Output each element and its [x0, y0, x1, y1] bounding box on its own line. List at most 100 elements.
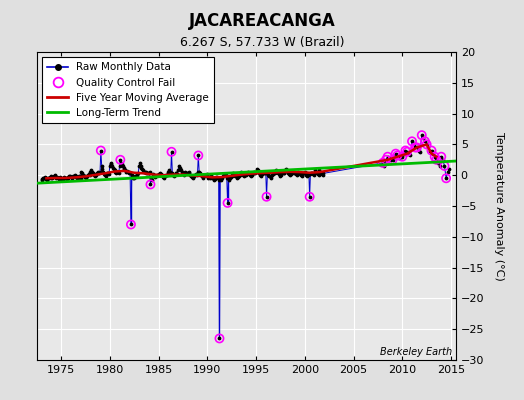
Point [90, 172, 99, 178]
Point [141, 170, 150, 176]
Point [146, 181, 155, 188]
Point [43, 176, 51, 183]
Point [102, 171, 111, 177]
Point [64, 174, 72, 180]
Point [57, 175, 66, 182]
Point [137, 165, 146, 171]
Point [232, 172, 240, 178]
Point [256, 171, 264, 178]
Point [227, 174, 235, 180]
Point [223, 200, 232, 206]
Point [194, 152, 202, 159]
Point [243, 170, 251, 176]
Point [310, 171, 318, 178]
Point [418, 132, 426, 138]
Point [191, 171, 199, 178]
Point [263, 194, 271, 200]
Point [71, 172, 79, 178]
Point [96, 168, 104, 175]
Point [393, 152, 401, 159]
Point [444, 169, 452, 175]
Point [49, 174, 57, 180]
Point [403, 148, 411, 155]
Point [432, 156, 441, 163]
Point [187, 173, 195, 180]
Point [274, 170, 282, 176]
Point [199, 174, 208, 181]
Point [110, 166, 118, 172]
Point [179, 170, 187, 176]
Point [105, 171, 113, 177]
Point [380, 163, 389, 169]
Point [185, 170, 194, 176]
Point [217, 174, 226, 181]
Point [382, 156, 390, 163]
Point [431, 154, 439, 160]
Point [163, 171, 172, 177]
Point [406, 152, 414, 159]
Point [139, 167, 147, 174]
Point [62, 175, 70, 182]
Point [127, 221, 135, 228]
Point [312, 168, 320, 175]
Point [288, 168, 297, 175]
Point [398, 154, 407, 160]
Point [45, 174, 53, 181]
Point [272, 167, 280, 174]
Point [101, 172, 109, 178]
Point [137, 163, 145, 169]
Point [88, 168, 96, 175]
Point [93, 170, 101, 176]
Point [176, 166, 184, 172]
Point [239, 173, 248, 179]
Point [167, 148, 176, 155]
Point [439, 156, 447, 163]
Point [223, 200, 232, 206]
Point [285, 170, 293, 176]
Point [152, 172, 161, 178]
Point [128, 173, 137, 180]
Point [165, 167, 173, 174]
Text: Berkeley Earth: Berkeley Earth [379, 347, 452, 357]
Point [41, 175, 50, 182]
Point [162, 172, 170, 178]
Point [100, 171, 108, 177]
Point [425, 147, 434, 154]
Point [61, 174, 69, 181]
Point [85, 171, 94, 178]
Point [111, 167, 119, 174]
Point [398, 154, 407, 160]
Point [273, 168, 281, 175]
Point [201, 171, 210, 178]
Point [382, 156, 390, 163]
Point [427, 147, 435, 154]
Point [124, 170, 133, 176]
Point [176, 165, 184, 171]
Point [188, 174, 196, 180]
Point [234, 174, 243, 180]
Point [83, 173, 91, 180]
Point [305, 194, 314, 200]
Point [268, 172, 277, 178]
Point [182, 170, 190, 176]
Point [248, 170, 257, 176]
Point [393, 152, 401, 159]
Point [40, 174, 49, 180]
Point [257, 173, 265, 179]
Point [292, 171, 300, 177]
Point [144, 170, 152, 176]
Point [190, 173, 199, 179]
Point [86, 169, 94, 175]
Point [142, 169, 150, 175]
Point [276, 172, 284, 178]
Point [416, 148, 424, 155]
Point [118, 163, 127, 169]
Point [96, 147, 105, 154]
Point [292, 171, 301, 178]
Point [127, 221, 135, 228]
Point [126, 170, 134, 176]
Point [67, 174, 75, 180]
Point [242, 171, 250, 178]
Point [297, 173, 305, 179]
Point [127, 171, 136, 178]
